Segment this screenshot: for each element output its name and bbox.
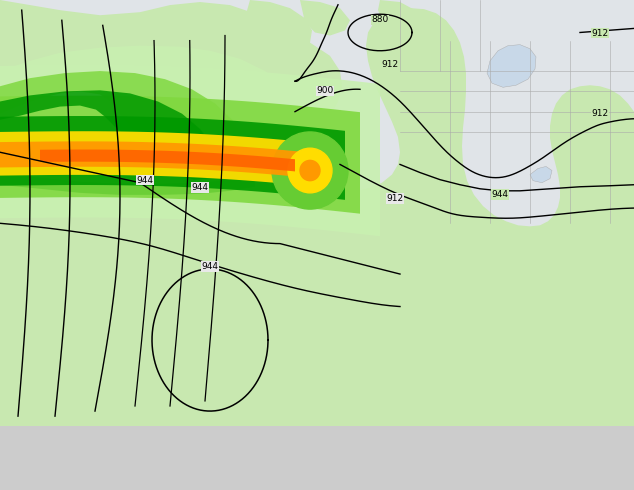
Polygon shape bbox=[378, 0, 418, 30]
Polygon shape bbox=[0, 168, 280, 196]
Polygon shape bbox=[0, 142, 315, 178]
Polygon shape bbox=[0, 90, 217, 180]
Text: 60: 60 bbox=[8, 484, 20, 490]
Text: Fr 27-09-2024 00:00 UTC (00+72): Fr 27-09-2024 00:00 UTC (00+72) bbox=[430, 438, 630, 451]
Text: 912: 912 bbox=[382, 60, 399, 69]
Polygon shape bbox=[530, 167, 552, 183]
Text: 80: 80 bbox=[29, 484, 41, 490]
Text: Jet stream/Height 300 hPa [kts] ARPEGE: Jet stream/Height 300 hPa [kts] ARPEGE bbox=[4, 438, 240, 451]
FancyBboxPatch shape bbox=[109, 462, 129, 480]
Text: 120: 120 bbox=[68, 484, 86, 490]
Text: 944: 944 bbox=[491, 190, 508, 199]
FancyBboxPatch shape bbox=[67, 462, 87, 480]
Text: 912: 912 bbox=[592, 28, 609, 38]
Text: 944: 944 bbox=[202, 262, 219, 271]
Polygon shape bbox=[0, 131, 330, 188]
Polygon shape bbox=[487, 45, 536, 87]
FancyBboxPatch shape bbox=[130, 462, 150, 480]
Text: 140: 140 bbox=[89, 484, 107, 490]
FancyBboxPatch shape bbox=[4, 462, 24, 480]
Polygon shape bbox=[0, 46, 305, 183]
Polygon shape bbox=[0, 65, 380, 236]
Text: 180: 180 bbox=[131, 484, 149, 490]
Text: 900: 900 bbox=[316, 86, 333, 96]
FancyBboxPatch shape bbox=[25, 462, 45, 480]
Polygon shape bbox=[40, 149, 295, 171]
Text: 944: 944 bbox=[136, 176, 153, 185]
Text: 944: 944 bbox=[191, 183, 209, 192]
Circle shape bbox=[288, 148, 332, 193]
Polygon shape bbox=[0, 0, 634, 426]
Text: 912: 912 bbox=[387, 194, 404, 203]
Polygon shape bbox=[235, 0, 312, 61]
Polygon shape bbox=[0, 172, 255, 195]
Text: © weatheronline.co.uk: © weatheronline.co.uk bbox=[510, 477, 630, 487]
Text: 912: 912 bbox=[592, 109, 609, 118]
Circle shape bbox=[272, 132, 348, 209]
Polygon shape bbox=[0, 96, 360, 214]
Text: 100: 100 bbox=[47, 484, 65, 490]
Circle shape bbox=[300, 160, 320, 181]
FancyBboxPatch shape bbox=[46, 462, 66, 480]
Polygon shape bbox=[0, 0, 634, 426]
Polygon shape bbox=[0, 116, 345, 200]
Text: 880: 880 bbox=[372, 15, 389, 24]
Polygon shape bbox=[0, 71, 248, 182]
FancyBboxPatch shape bbox=[88, 462, 108, 480]
Text: 160: 160 bbox=[110, 484, 128, 490]
Polygon shape bbox=[300, 0, 350, 35]
